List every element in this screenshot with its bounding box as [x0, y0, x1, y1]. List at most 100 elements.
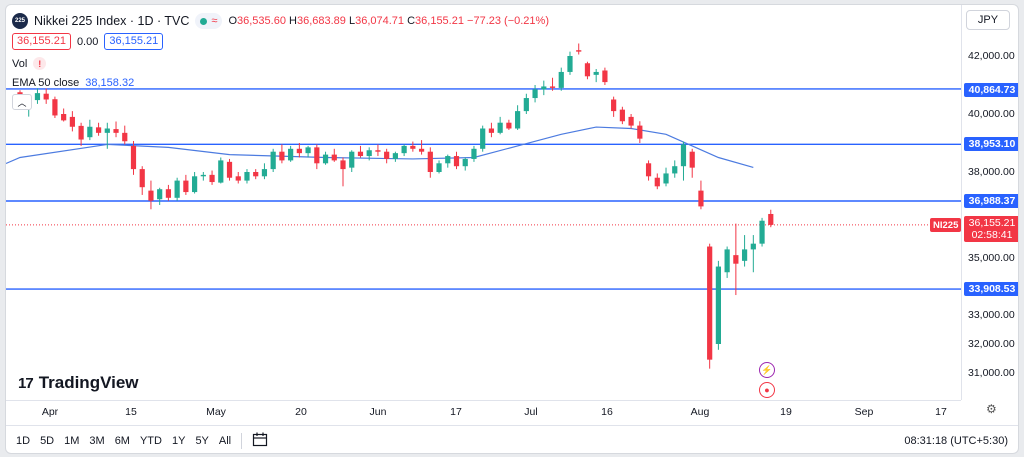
candle[interactable] — [619, 106, 625, 125]
symbol-title[interactable]: Nikkei 225 Index · 1D · TVC — [34, 14, 190, 28]
candle[interactable] — [392, 151, 398, 162]
candle[interactable] — [104, 122, 110, 149]
candle[interactable] — [366, 147, 372, 161]
record-event-icon[interactable]: ● — [759, 382, 775, 398]
candle[interactable] — [157, 187, 163, 205]
range-1y-button[interactable]: 1Y — [171, 435, 186, 447]
range-5d-button[interactable]: 5D — [40, 435, 55, 447]
range-5y-button[interactable]: 5Y — [195, 435, 209, 447]
candle[interactable] — [340, 157, 346, 187]
candle[interactable] — [305, 145, 311, 158]
range-1d-button[interactable]: 1D — [16, 435, 31, 447]
candle[interactable] — [637, 121, 643, 143]
candle[interactable] — [375, 144, 381, 157]
clock-timezone[interactable]: 08:31:18 (UTC+5:30) — [904, 435, 1008, 447]
calendar-icon[interactable] — [252, 432, 268, 450]
candle[interactable] — [462, 157, 468, 171]
candle[interactable] — [698, 180, 704, 210]
level-tag[interactable]: 36,988.37 — [964, 194, 1018, 208]
range-1m-button[interactable]: 1M — [64, 435, 80, 447]
candle[interactable] — [113, 121, 119, 138]
candle[interactable] — [707, 243, 713, 369]
range-all-button[interactable]: All — [218, 435, 232, 447]
candle[interactable] — [401, 144, 407, 157]
candle[interactable] — [523, 93, 529, 114]
candle[interactable] — [654, 173, 660, 190]
candle[interactable] — [558, 67, 564, 91]
settings-gear-icon[interactable]: ⚙ — [986, 402, 997, 416]
candle[interactable] — [506, 119, 512, 130]
candle[interactable] — [331, 148, 337, 162]
candle[interactable] — [445, 154, 451, 168]
candle[interactable] — [43, 88, 49, 104]
candle[interactable] — [122, 125, 128, 145]
candle[interactable] — [418, 140, 425, 155]
candle[interactable] — [200, 172, 206, 181]
candle[interactable] — [672, 160, 678, 178]
candle[interactable] — [689, 148, 695, 178]
chart-pane[interactable]: 225 Nikkei 225 Index · 1D · TVC ≈ O36,53… — [6, 5, 962, 400]
candle[interactable] — [253, 169, 259, 180]
candle[interactable] — [296, 143, 302, 158]
candle[interactable] — [715, 260, 721, 350]
tradingview-logo[interactable]: 17 TradingView — [18, 373, 139, 393]
price-scale[interactable]: 42,000.00 40,000.00 38,000.00 35,000.00 … — [961, 5, 1018, 400]
candle[interactable] — [549, 77, 556, 91]
candle[interactable] — [192, 172, 198, 194]
candle[interactable] — [567, 51, 573, 75]
candle[interactable] — [288, 145, 294, 162]
range-6m-button[interactable]: 6M — [114, 435, 130, 447]
candle[interactable] — [611, 96, 617, 117]
currency-selector[interactable]: JPY — [966, 10, 1010, 30]
candle[interactable] — [427, 147, 433, 178]
candle[interactable] — [34, 88, 41, 104]
level-tag[interactable]: 40,864.73 — [964, 83, 1018, 97]
level-tag[interactable]: 38,953.10 — [964, 137, 1018, 151]
candle[interactable] — [235, 172, 241, 184]
range-3m-button[interactable]: 3M — [89, 435, 105, 447]
bid-price[interactable]: 36,155.21 — [12, 33, 71, 50]
candle[interactable] — [314, 144, 320, 170]
candle[interactable] — [148, 180, 154, 210]
candle[interactable] — [384, 148, 390, 164]
candle[interactable] — [532, 85, 538, 103]
candle[interactable] — [349, 150, 355, 172]
candle[interactable] — [602, 67, 608, 85]
candle[interactable] — [87, 119, 93, 141]
candle[interactable] — [768, 209, 774, 228]
candle[interactable] — [139, 166, 145, 195]
collapse-legend-button[interactable]: ︿ — [12, 94, 32, 110]
candle[interactable] — [645, 160, 652, 181]
candlestick-chart[interactable] — [6, 5, 961, 400]
candle[interactable] — [663, 167, 669, 187]
candle[interactable] — [244, 169, 250, 184]
candle[interactable] — [471, 145, 477, 162]
candle[interactable] — [453, 151, 460, 170]
candle[interactable] — [541, 80, 547, 96]
candle[interactable] — [183, 174, 189, 195]
ema-legend[interactable]: EMA 50 close 38,158.32 — [12, 77, 134, 89]
ema-50-line[interactable] — [6, 126, 754, 168]
candle[interactable] — [218, 157, 224, 184]
market-status-pill[interactable]: ≈ — [195, 13, 223, 29]
candle[interactable] — [69, 111, 75, 132]
range-ytd-button[interactable]: YTD — [139, 435, 162, 447]
warning-icon[interactable]: ! — [33, 57, 47, 70]
candle[interactable] — [724, 246, 730, 278]
ask-price[interactable]: 36,155.21 — [104, 33, 164, 50]
candle[interactable] — [357, 145, 364, 158]
candle[interactable] — [410, 141, 416, 152]
candle[interactable] — [261, 163, 268, 180]
candle[interactable] — [759, 217, 765, 247]
candle[interactable] — [436, 160, 442, 174]
level-tag[interactable]: 33,908.53 — [964, 282, 1018, 296]
candle[interactable] — [480, 125, 486, 152]
candle[interactable] — [680, 141, 687, 181]
candle[interactable] — [52, 96, 58, 119]
candle[interactable] — [593, 69, 599, 83]
candle[interactable] — [488, 122, 495, 138]
candle[interactable] — [750, 235, 756, 273]
candle[interactable] — [270, 148, 276, 172]
flash-event-icon[interactable]: ⚡ — [759, 362, 775, 378]
candle[interactable] — [78, 122, 84, 146]
